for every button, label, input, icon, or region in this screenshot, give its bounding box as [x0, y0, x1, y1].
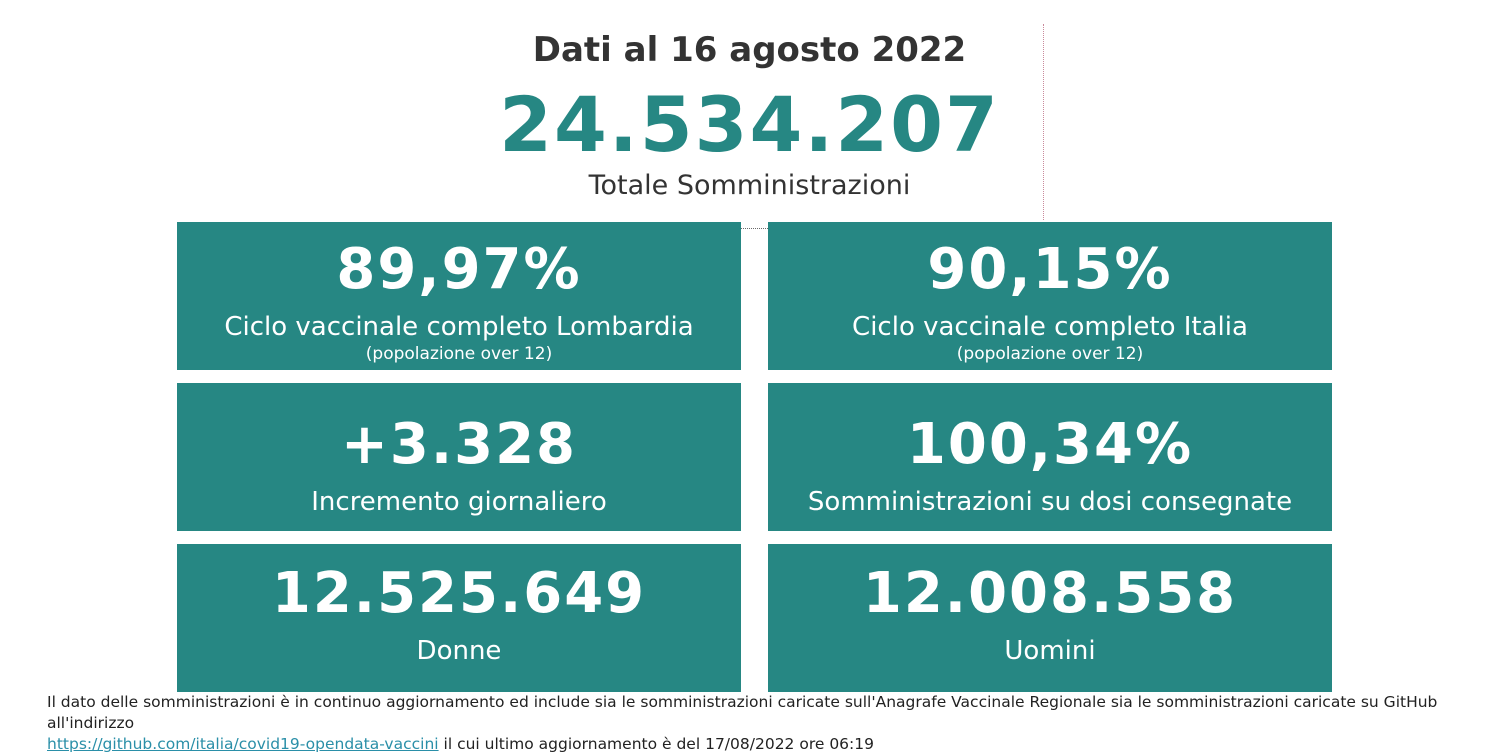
horizontal-divider [740, 228, 768, 229]
card-value: 89,97% [336, 237, 582, 302]
date-title: Dati al 16 agosto 2022 [532, 30, 967, 70]
card-label: Somministrazioni su dosi consegnate [807, 487, 1293, 517]
card-women: 12.525.649 Donne [177, 544, 741, 692]
card-value: 100,34% [906, 412, 1194, 477]
card-value: 12.008.558 [862, 561, 1238, 626]
card-label: Incremento giornaliero [311, 487, 607, 517]
card-sublabel: (popolazione over 12) [365, 344, 553, 365]
card-label: Ciclo vaccinale completo Italia [852, 312, 1248, 342]
github-link[interactable]: https://github.com/italia/covid19-openda… [47, 735, 439, 753]
card-value: +3.328 [340, 412, 578, 477]
card-italia-full-cycle: 90,15% Ciclo vaccinale completo Italia (… [768, 222, 1332, 370]
card-label: Uomini [1004, 636, 1096, 666]
card-doses-delivered-ratio: 100,34% Somministrazioni su dosi consegn… [768, 383, 1332, 531]
card-sublabel: (popolazione over 12) [956, 344, 1144, 365]
card-label: Ciclo vaccinale completo Lombardia [224, 312, 694, 342]
card-value: 12.525.649 [271, 561, 647, 626]
card-label: Donne [416, 636, 502, 666]
card-value: 90,15% [927, 237, 1173, 302]
vertical-divider [1043, 24, 1044, 220]
total-administrations-label: Totale Somministrazioni [588, 170, 911, 201]
footnote-text: Il dato delle somministrazioni è in cont… [47, 693, 1438, 732]
footnote: Il dato delle somministrazioni è in cont… [47, 692, 1487, 755]
footnote-update-text: il cui ultimo aggiornamento è del 17/08/… [443, 735, 874, 753]
card-lombardia-full-cycle: 89,97% Ciclo vaccinale completo Lombardi… [177, 222, 741, 370]
card-men: 12.008.558 Uomini [768, 544, 1332, 692]
card-daily-increment: +3.328 Incremento giornaliero [177, 383, 741, 531]
total-administrations-value: 24.534.207 [499, 80, 1000, 169]
